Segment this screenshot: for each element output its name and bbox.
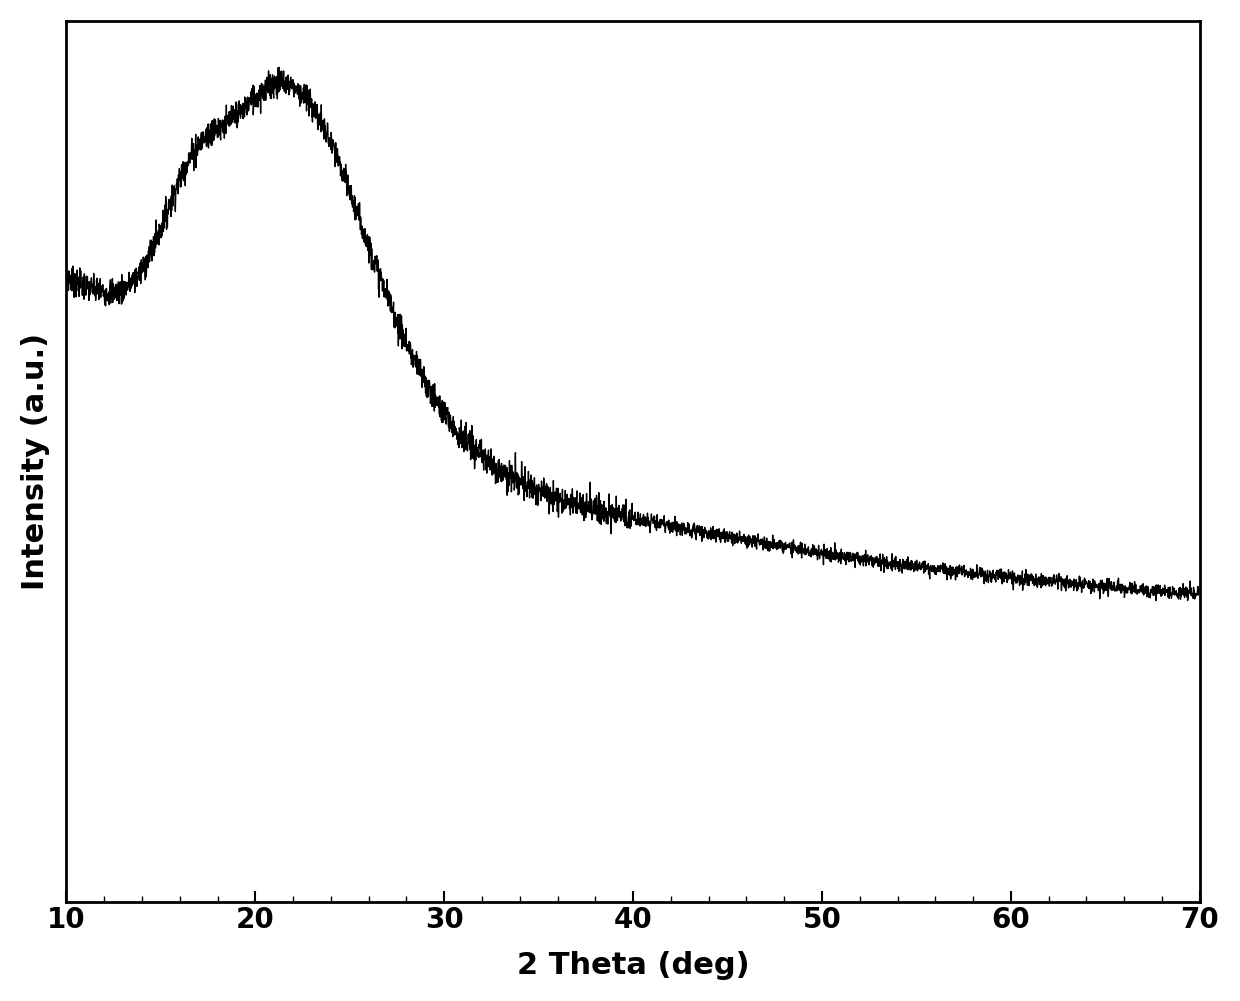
Y-axis label: Intensity (a.u.): Intensity (a.u.) <box>21 332 50 590</box>
X-axis label: 2 Theta (deg): 2 Theta (deg) <box>517 951 749 980</box>
